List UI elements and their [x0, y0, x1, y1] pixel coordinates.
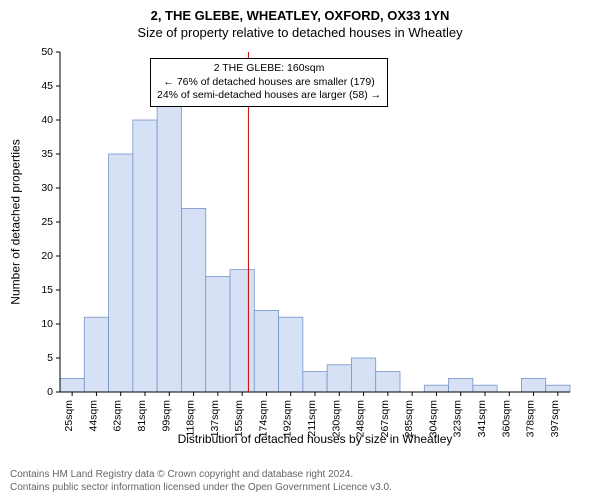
svg-text:25: 25: [41, 216, 53, 228]
svg-text:5: 5: [47, 352, 53, 364]
chart-title-main: 2, THE GLEBE, WHEATLEY, OXFORD, OX33 1YN: [0, 0, 600, 23]
annotation-line3: 24% of semi-detached houses are larger (…: [157, 89, 381, 103]
chart-area: 0510152025303540455025sqm44sqm62sqm81sqm…: [60, 52, 570, 392]
footer-attribution: Contains HM Land Registry data © Crown c…: [10, 468, 392, 494]
svg-text:44sqm: 44sqm: [87, 400, 99, 432]
svg-text:20: 20: [41, 250, 53, 262]
annotation-box: 2 THE GLEBE: 160sqm ← 76% of detached ho…: [150, 58, 388, 107]
svg-text:50: 50: [41, 46, 53, 58]
chart-container: 2, THE GLEBE, WHEATLEY, OXFORD, OX33 1YN…: [0, 0, 600, 500]
svg-text:35: 35: [41, 148, 53, 160]
chart-title-sub: Size of property relative to detached ho…: [0, 23, 600, 40]
svg-text:10: 10: [41, 318, 53, 330]
x-axis-label: Distribution of detached houses by size …: [60, 432, 570, 446]
svg-text:99sqm: 99sqm: [160, 400, 172, 432]
svg-text:0: 0: [47, 386, 53, 398]
annotation-line2: ← 76% of detached houses are smaller (17…: [157, 76, 381, 90]
svg-text:30: 30: [41, 182, 53, 194]
svg-text:15: 15: [41, 284, 53, 296]
svg-text:25sqm: 25sqm: [63, 400, 75, 432]
y-axis-label: Number of detached properties: [8, 52, 24, 392]
svg-text:45: 45: [41, 80, 53, 92]
svg-text:62sqm: 62sqm: [112, 400, 124, 432]
footer-line1: Contains HM Land Registry data © Crown c…: [10, 468, 392, 481]
footer-line2: Contains public sector information licen…: [10, 481, 392, 494]
svg-text:81sqm: 81sqm: [136, 400, 148, 432]
svg-text:40: 40: [41, 114, 53, 126]
annotation-line1: 2 THE GLEBE: 160sqm: [157, 62, 381, 76]
